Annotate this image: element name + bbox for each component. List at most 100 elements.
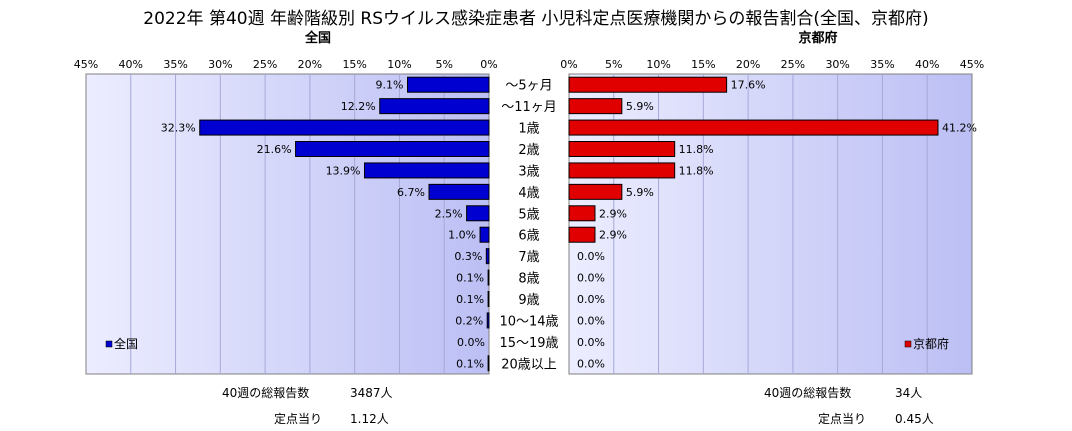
national-data-label: 0.0% [457,336,485,349]
kyoto-bar [568,183,623,200]
national-bar [295,141,490,157]
age-category-label: 15～19歳 [499,336,558,351]
kyoto-bar [568,76,728,93]
kyoto-per-sentinel-value: 0.45人 [895,412,934,426]
national-total-label: 40週の総報告数 [222,386,310,400]
age-category-label: 20歳以上 [501,357,557,372]
national-data-labels: 9.1%12.2% 32.3% 21.6% 13.9% 6.7% 2.5% 1.0% 0.3%… [161,79,485,371]
kyoto-data-label: 5.9% [626,100,654,113]
national-panel-title: 全国 [304,30,331,46]
national-bar [466,205,490,222]
national-plot-area [85,73,490,375]
national-tick-label: 35% [163,58,187,71]
national-gridlines [130,74,445,374]
national-bar [485,248,490,265]
kyoto-tick-label: 20% [736,58,760,71]
national-bar [487,269,490,286]
age-category-label: ～11ヶ月 [501,100,557,115]
national-bar [487,355,490,372]
national-bar [487,291,490,307]
national-data-label: 2.5% [435,207,463,220]
age-category-label: 4歳 [518,186,539,201]
kyoto-data-label: 0.0% [577,272,605,285]
age-category-label: 9歳 [518,293,539,308]
kyoto-panel: 0% 5% 10% 15% 20% 25% 30% 35% 40% 45% 17.6% 5.9% 41… [560,30,984,375]
kyoto-total-value: 34人 [895,386,923,400]
kyoto-data-label: 17.6% [731,79,766,92]
kyoto-bar [568,98,623,115]
national-tick-label: 20% [298,58,322,71]
national-bars [199,76,490,372]
kyoto-tick-label: 25% [781,58,805,71]
national-tick-label: 30% [208,58,232,71]
age-category-label: 10～14歳 [499,314,558,329]
kyoto-data-label: 41.2% [942,122,977,135]
kyoto-per-sentinel-label: 定点当り [818,412,867,426]
kyoto-tick-label: 5% [605,58,622,71]
national-data-label: 21.6% [257,143,292,156]
national-data-label: 0.3% [454,250,482,263]
age-category-labels: ～5ヶ月 ～11ヶ月 1歳 2歳 3歳 4歳 5歳 6歳 7歳 8歳 9歳 10～14歳 15～19歳 2… [499,79,558,373]
kyoto-tick-label: 30% [825,58,849,71]
age-category-label: 3歳 [518,164,539,179]
kyoto-data-label: 0.0% [577,250,605,263]
national-total-value: 3487人 [350,386,393,400]
national-legend-swatch [105,340,113,348]
national-tick-label: 45% [74,58,98,71]
national-data-label: 0.2% [455,314,483,327]
national-legend-label: 全国 [114,336,138,351]
national-data-label: 9.1% [376,79,404,92]
kyoto-bars [568,76,939,243]
national-data-label: 1.0% [448,229,476,242]
national-tick-labels: 0% 5% 10% 15% 20% 25% 30% 35% 40% 45% [74,58,498,71]
age-category-label: 6歳 [518,229,539,244]
kyoto-tick-labels: 0% 5% 10% 15% 20% 25% 30% 35% 40% 45% [560,58,984,71]
kyoto-total-label: 40週の総報告数 [764,386,852,400]
age-category-label: ～5ヶ月 [505,79,552,94]
kyoto-tick-label: 10% [646,58,670,71]
national-bar [479,226,490,243]
national-data-label: 0.1% [456,357,484,370]
kyoto-data-label: 2.9% [599,207,627,220]
kyoto-bar [568,141,676,157]
chart-title: 2022年 第40週 年齢階級別 RSウイルス感染症患者 小児科定点医療機関から… [143,9,929,29]
kyoto-tick-label: 35% [870,58,894,71]
kyoto-bar [568,205,596,222]
kyoto-tick-label: 40% [915,58,939,71]
kyoto-data-label: 5.9% [626,186,654,199]
national-bar [407,76,490,93]
national-tick-label: 5% [435,58,452,71]
kyoto-bar [568,119,939,136]
national-tick-label: 40% [119,58,143,71]
kyoto-data-label: 0.0% [577,336,605,349]
national-data-label: 0.1% [456,293,484,306]
age-category-label: 1歳 [518,122,539,137]
national-data-label: 32.3% [161,122,196,135]
national-panel: 0% 5% 10% 15% 20% 25% 30% 35% 40% 45% 9.1%12.2% 32… [74,30,498,375]
national-data-label: 6.7% [397,186,425,199]
national-tick-label: 10% [387,58,411,71]
national-data-label: 12.2% [341,100,376,113]
kyoto-bar [568,162,676,179]
kyoto-tick-label: 45% [960,58,984,71]
kyoto-bar [568,226,596,243]
national-bar [379,98,490,115]
national-bar [486,312,490,329]
kyoto-data-label: 0.0% [577,314,605,327]
kyoto-tick-label: 15% [691,58,715,71]
age-category-label: 8歳 [518,272,539,287]
age-category-label: 2歳 [518,143,539,158]
national-per-sentinel-value: 1.12人 [350,412,389,426]
age-category-label: 7歳 [518,250,539,265]
kyoto-legend-swatch [904,340,912,348]
national-per-sentinel-label: 定点当り [274,412,323,426]
kyoto-data-label: 0.0% [577,357,605,370]
age-category-label: 5歳 [518,207,539,222]
kyoto-data-label: 11.8% [679,164,714,177]
national-data-label: 0.1% [456,272,484,285]
kyoto-data-label: 2.9% [599,229,627,242]
kyoto-plot-area [568,73,973,375]
kyoto-legend-label: 京都府 [913,336,949,351]
kyoto-data-labels: 17.6% 5.9% 41.2% 11.8% 11.8% 5.9% 2.9% 2.9% 0.0%… [577,79,977,371]
